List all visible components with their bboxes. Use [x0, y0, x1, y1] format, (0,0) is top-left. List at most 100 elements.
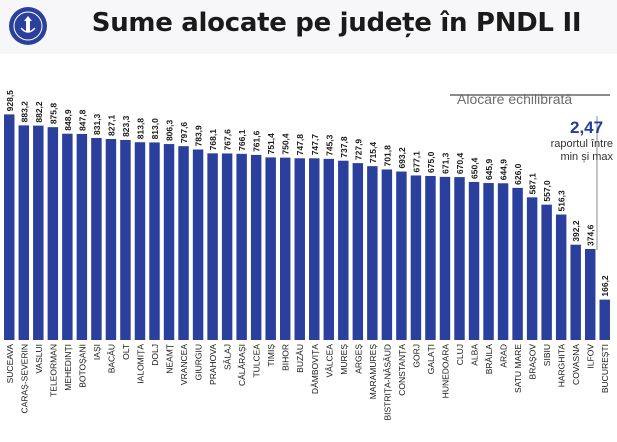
- value-label: 882,2: [34, 101, 44, 123]
- value-label: 813,0: [150, 118, 160, 140]
- value-label: 813,8: [135, 118, 145, 140]
- value-label: 928,5: [5, 90, 15, 112]
- value-label: 587,1: [528, 173, 538, 195]
- category-label: BUCUREȘTI: [600, 344, 610, 393]
- bar: [570, 244, 581, 340]
- bar: [410, 175, 422, 340]
- category-label: CLUJ: [455, 344, 465, 365]
- value-label: 693,2: [397, 147, 407, 169]
- value-label: 727,9: [353, 139, 363, 161]
- bar: [134, 142, 146, 340]
- category-label: VRANCEA: [179, 344, 189, 385]
- bar: [367, 166, 378, 340]
- category-label: GORJ: [411, 344, 421, 368]
- bar: [541, 204, 552, 340]
- header: Sume alocate pe județe în PNDL II: [0, 0, 617, 52]
- category-label: MUREȘ: [339, 344, 349, 375]
- category-label: BISTRIȚA-NĂSĂUD: [382, 344, 392, 421]
- bar: [105, 139, 117, 340]
- value-label: 806,3: [165, 120, 175, 142]
- category-label: HUNEDOARA: [440, 344, 450, 399]
- bar: [250, 154, 262, 340]
- bar: [207, 153, 218, 340]
- category-label: OLT: [121, 344, 131, 360]
- value-label: 670,4: [455, 153, 465, 175]
- value-label: 745,3: [324, 134, 334, 156]
- bar: [381, 169, 393, 340]
- value-label: 875,8: [48, 103, 58, 125]
- bar: [454, 177, 465, 340]
- category-label: MEHEDINȚI: [63, 344, 73, 391]
- category-label: BOTOȘANI: [77, 344, 87, 388]
- value-label: 650,4: [470, 157, 480, 179]
- value-label: 701,8: [382, 145, 392, 167]
- category-label: CĂLĂRAȘI: [237, 344, 247, 386]
- value-label: 751,4: [266, 133, 276, 155]
- bar: [526, 197, 538, 340]
- value-label: 715,4: [368, 142, 378, 164]
- bar: [178, 146, 189, 340]
- category-label: MARAMUREȘ: [368, 344, 378, 400]
- category-label: TIMIȘ: [266, 344, 276, 367]
- bar: [309, 158, 320, 340]
- bar: [599, 299, 610, 340]
- bar: [468, 181, 480, 340]
- category-label: SATU MARE: [513, 344, 523, 393]
- value-label: 516,3: [557, 190, 567, 212]
- bar: [425, 175, 436, 340]
- ratio-value: 2,47: [570, 118, 604, 137]
- value-label: 847,8: [77, 109, 87, 131]
- bar: [483, 183, 494, 340]
- category-label: SĂLAJ: [223, 344, 233, 370]
- category-label: CARAȘ-SEVERIN: [19, 344, 29, 413]
- category-label: COVASNA: [571, 344, 581, 385]
- value-label: 737,8: [339, 136, 349, 158]
- category-label: DÂMBOVIȚA: [310, 344, 320, 394]
- category-label: SUCEAVA: [5, 344, 15, 384]
- bar: [497, 183, 509, 340]
- category-label: VÂLCEA: [324, 344, 334, 378]
- bar: [33, 125, 44, 341]
- category-label: ARGEȘ: [353, 344, 363, 374]
- bar: [555, 214, 567, 340]
- value-label: 626,0: [513, 163, 523, 185]
- value-label: 783,9: [194, 125, 204, 147]
- value-label: 392,2: [571, 220, 581, 242]
- bar: [294, 158, 305, 340]
- value-label: 767,6: [223, 129, 233, 151]
- category-label: TULCEA: [252, 344, 262, 378]
- value-label: 750,4: [281, 133, 291, 155]
- bar: [76, 133, 88, 340]
- bar: [163, 144, 175, 340]
- bar: [192, 149, 204, 340]
- value-label: 671,3: [440, 152, 450, 174]
- value-label: 677,1: [411, 151, 421, 173]
- legend-label: Alocare echilibrată: [457, 91, 573, 107]
- value-label: 831,3: [92, 113, 102, 135]
- category-label: ILFOV: [586, 344, 596, 369]
- bar: [236, 153, 247, 340]
- value-label: 747,7: [310, 134, 320, 156]
- bar: [120, 139, 131, 340]
- category-label: GALAȚI: [426, 344, 436, 374]
- bar: [18, 125, 30, 341]
- category-label: IAȘI: [92, 344, 102, 360]
- value-label: 823,3: [121, 115, 131, 137]
- bar: [91, 137, 102, 340]
- value-label: 883,2: [19, 101, 29, 123]
- category-label: IALOMIȚA: [135, 344, 145, 384]
- value-label: 747,8: [295, 134, 305, 156]
- bar: [323, 158, 335, 340]
- category-label: ALBA: [470, 344, 480, 366]
- bar: [47, 127, 59, 340]
- category-label: NEAMȚ: [165, 344, 175, 374]
- value-label: 374,6: [586, 224, 596, 246]
- category-label: CONSTANȚA: [397, 344, 407, 396]
- page-title: Sume alocate pe județe în PNDL II: [91, 8, 582, 38]
- bar: [62, 133, 73, 340]
- category-label: TELEORMAN: [48, 344, 58, 397]
- value-label: 645,9: [484, 158, 494, 180]
- value-label: 644,9: [499, 159, 509, 181]
